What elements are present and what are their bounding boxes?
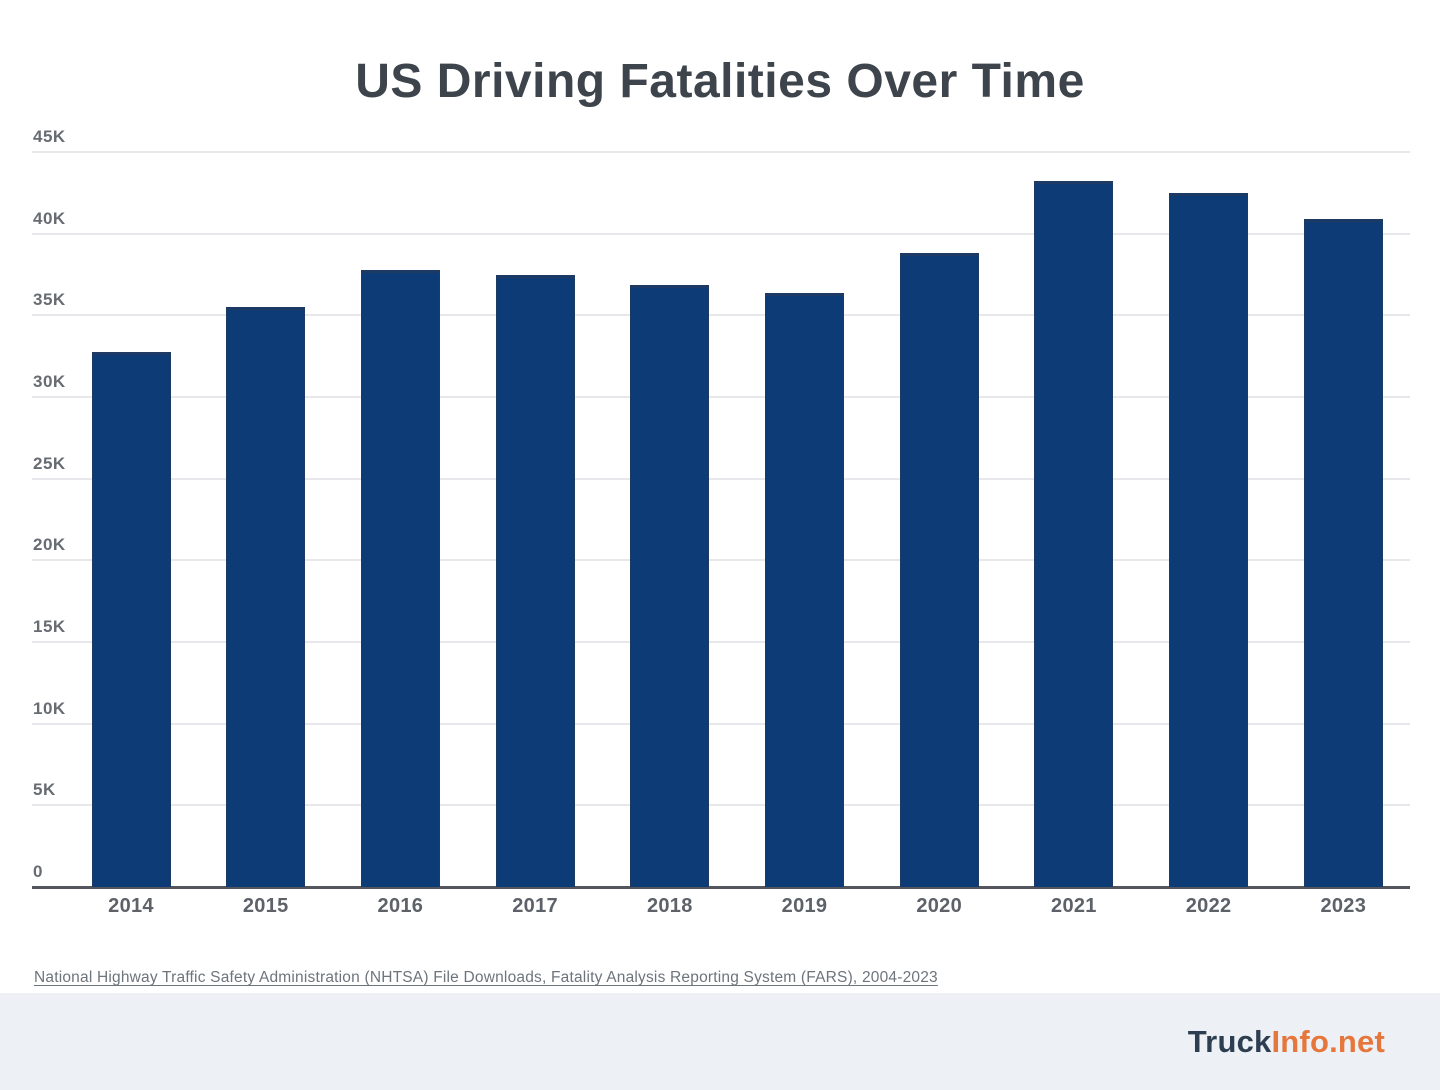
gridline-40K <box>32 232 1410 235</box>
gridline-35K <box>32 314 1410 317</box>
bar-2022 <box>1169 192 1249 887</box>
x-axis-tick-label-2021: 2021 <box>1051 895 1097 917</box>
y-axis-tick-label-35K: 35K <box>33 290 66 310</box>
chart-title: US Driving Fatalities Over Time <box>355 55 1085 109</box>
x-axis-tick-label-2015: 2015 <box>242 895 289 917</box>
x-axis-tick-label-2022: 2022 <box>1185 895 1232 917</box>
x-axis-tick-label-2019: 2019 <box>781 895 828 917</box>
bar-2018 <box>630 285 710 887</box>
bar-2014 <box>91 352 171 887</box>
gridline-30K <box>32 396 1410 398</box>
gridline-25K <box>32 477 1410 480</box>
bar-2015 <box>226 307 306 887</box>
x-axis-line <box>32 886 1410 889</box>
x-axis-tick-label-2016: 2016 <box>377 895 424 917</box>
x-axis-tick-label-2014: 2014 <box>108 895 154 917</box>
y-axis-tick-label-30K: 30K <box>33 372 66 391</box>
bar-2021 <box>1034 180 1114 887</box>
y-axis-tick-label-45K: 45K <box>33 127 66 146</box>
bar-2017 <box>495 274 575 887</box>
brand-logo[interactable]: TruckInfo.net <box>1188 1024 1385 1060</box>
bar-2016 <box>360 269 440 887</box>
x-axis-tick-label-2018: 2018 <box>646 895 693 917</box>
gridline-45K <box>32 151 1410 153</box>
x-axis-tick-label-2020: 2020 <box>916 895 963 917</box>
gridline-20K <box>32 559 1410 562</box>
y-axis-tick-label-20K: 20K <box>33 535 66 555</box>
y-axis-tick-label-10K: 10K <box>33 698 66 718</box>
x-axis-tick-label-2017: 2017 <box>512 895 558 917</box>
brand-logo-info-net: Info.net <box>1271 1023 1385 1059</box>
y-axis-tick-label-5K: 5K <box>33 780 56 800</box>
bar-2019 <box>765 293 844 887</box>
gridline-5K <box>32 804 1410 807</box>
y-axis-tick-label-40K: 40K <box>33 208 66 228</box>
bar-2023 <box>1303 218 1383 887</box>
footer-band: TruckInfo.net <box>0 993 1440 1090</box>
y-axis-tick-label-15K: 15K <box>33 617 66 636</box>
source-link[interactable]: National Highway Traffic Safety Administ… <box>34 969 938 986</box>
gridline-10K <box>32 722 1410 725</box>
bar-2020 <box>899 252 979 887</box>
y-axis-tick-label-25K: 25K <box>33 453 66 473</box>
x-axis-tick-label-2023: 2023 <box>1320 895 1367 917</box>
gridline-15K <box>32 641 1410 643</box>
brand-logo-truck: Truck <box>1187 1023 1272 1059</box>
y-axis-tick-label-0: 0 <box>33 862 43 881</box>
